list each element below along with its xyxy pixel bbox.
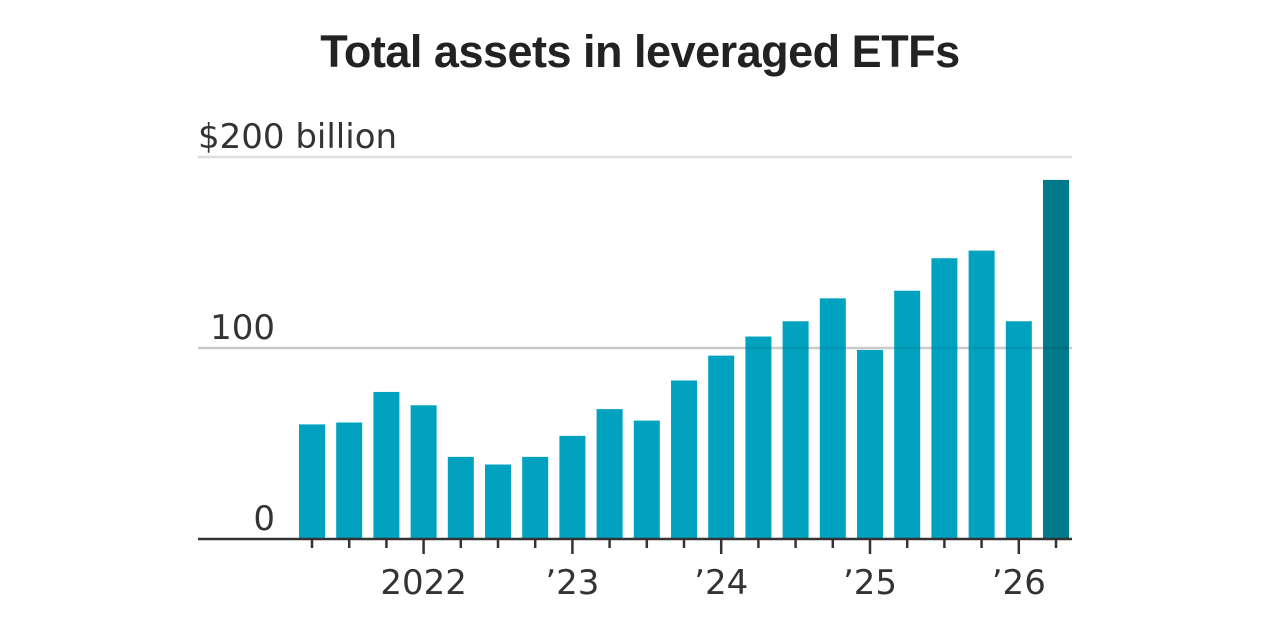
chart-title: Total assets in leveraged ETFs [320,26,960,77]
y-tick-label-0: 0 [253,499,275,539]
y-axis-labels: 0 100 $200 billion [198,117,397,539]
bar-17 [931,258,958,539]
bars [299,179,1069,540]
bar-20 [1043,179,1069,540]
bar-5 [485,464,511,539]
bar-15 [857,349,883,539]
x-tick-label-15: ’25 [843,563,897,603]
bar-3 [410,405,437,539]
bar-14 [819,298,846,539]
bar-19 [1005,321,1032,539]
bar-7 [559,435,586,539]
gridlines [198,155,1072,350]
x-tick-label-3: 2022 [380,563,467,603]
bar-2 [373,391,400,539]
bar-16 [894,290,921,539]
y-tick-label-1: 100 [210,308,275,348]
x-tick-label-11: ’24 [694,563,748,603]
bar-12 [745,336,772,539]
bar-1 [336,422,363,539]
bar-18 [968,250,995,539]
y-tick-label-2: $200 billion [198,117,397,157]
bar-10 [671,380,697,539]
bar-6 [522,456,549,539]
x-tick-label-19: ’26 [992,563,1046,603]
x-axis-ticks: 2022 ’23 ’24 ’25 ’26 [310,539,1058,603]
bar-0 [299,424,325,539]
bar-11 [708,355,735,539]
bar-8 [596,409,623,539]
bar-13 [782,321,809,539]
bar-4 [447,456,474,539]
bar-9 [633,420,660,539]
x-tick-label-7: ’23 [545,563,599,603]
